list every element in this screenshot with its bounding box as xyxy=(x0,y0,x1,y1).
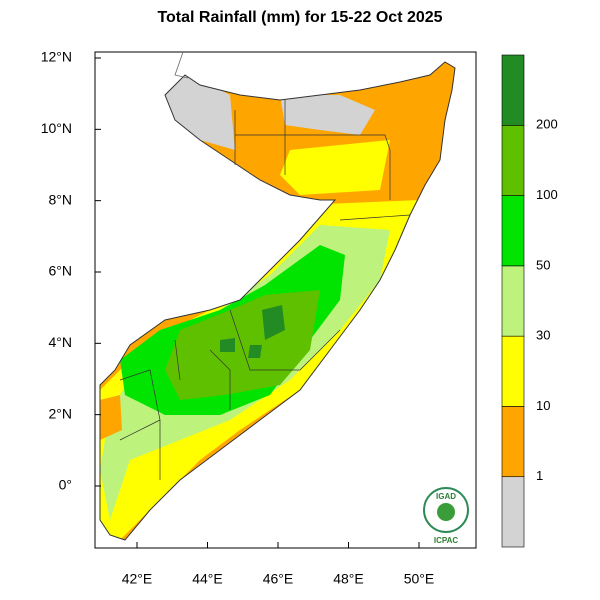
colorbar-bin xyxy=(501,335,525,407)
lat-label: 0° xyxy=(59,477,72,493)
logo-top: IGAD xyxy=(436,492,456,501)
region-boundary xyxy=(119,100,411,480)
border-line xyxy=(174,51,189,79)
lon-label: 42°E xyxy=(122,571,153,587)
rain-zone xyxy=(280,95,375,135)
colorbar-label: 1 xyxy=(536,468,543,483)
lat-label: 4°N xyxy=(49,334,73,350)
axes: 12°N 10°N 8°N 6°N 4°N 2°N 0° 42°E 44°E 46°E 48°E 50… xyxy=(41,49,435,587)
lon-label: 44°E xyxy=(192,571,223,587)
logo-bottom: ICPAC xyxy=(434,536,459,545)
rain-zone xyxy=(160,62,235,150)
colorbar-label: 30 xyxy=(536,328,550,343)
colorbar-bin xyxy=(501,265,525,337)
colorbar-label: 200 xyxy=(536,117,558,132)
colorbar-bin xyxy=(501,406,525,478)
colorbar: 1 10 30 50 100 200 xyxy=(501,54,558,548)
lon-label: 46°E xyxy=(263,571,294,587)
lat-label: 12°N xyxy=(41,49,72,65)
colorbar-label: 50 xyxy=(536,257,550,272)
lat-label: 2°N xyxy=(49,405,73,421)
colorbar-bin xyxy=(501,54,525,126)
map-title: Total Rainfall (mm) for 15-22 Oct 2025 xyxy=(157,9,442,26)
country-outline xyxy=(99,61,456,541)
rain-zone xyxy=(100,395,122,440)
lon-label: 50°E xyxy=(404,571,435,587)
lon-label: 48°E xyxy=(333,571,364,587)
logo-globe xyxy=(437,503,455,521)
colorbar-label: 100 xyxy=(536,187,558,202)
colorbar-label: 10 xyxy=(536,398,550,413)
lat-label: 6°N xyxy=(49,263,73,279)
colorbar-bin xyxy=(501,124,525,196)
lat-label: 10°N xyxy=(41,120,72,136)
lat-label: 8°N xyxy=(49,191,73,207)
logo: IGAD ICPAC xyxy=(423,487,469,545)
colorbar-bin xyxy=(501,476,525,548)
colorbar-bin xyxy=(501,195,525,267)
rain-zone xyxy=(280,140,390,195)
rain-zone xyxy=(220,305,285,358)
